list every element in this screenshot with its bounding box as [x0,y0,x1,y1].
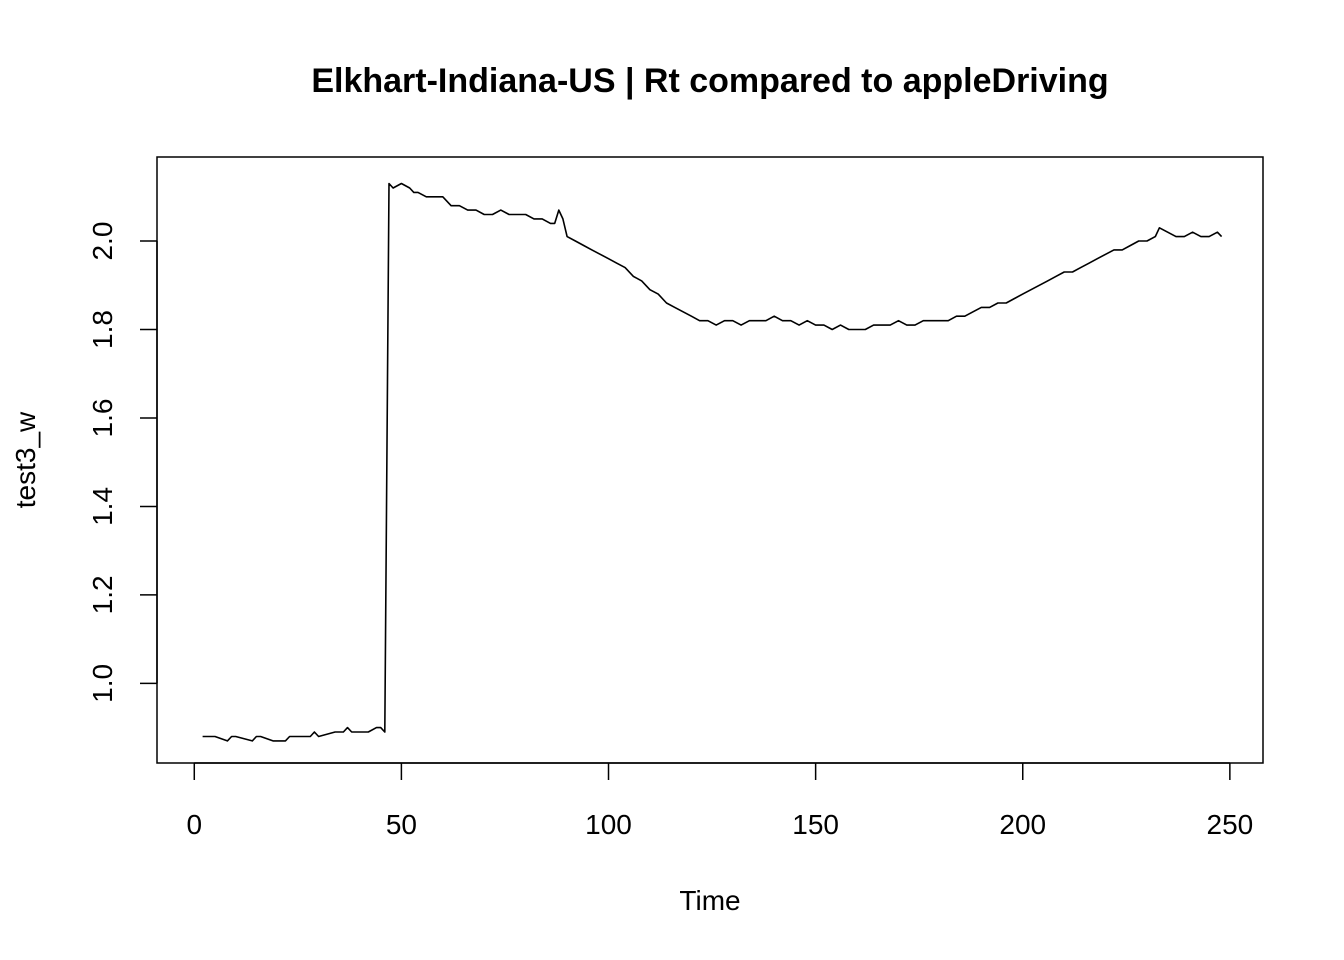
x-tick-label: 50 [386,809,417,840]
y-tick-label: 1.0 [87,664,118,703]
y-tick-label: 1.8 [87,310,118,349]
y-tick-label: 1.4 [87,487,118,526]
x-tick-label: 0 [186,809,202,840]
y-tick-label: 1.6 [87,399,118,438]
x-tick-label: 150 [792,809,839,840]
series-line [202,182,1223,742]
y-tick-label: 2.0 [87,222,118,261]
x-tick-label: 200 [999,809,1046,840]
chart-title: Elkhart-Indiana-US | Rt compared to appl… [311,62,1108,100]
x-axis-label: Time [679,885,740,916]
x-tick-label: 250 [1207,809,1254,840]
plot-frame [156,156,1264,764]
y-axis: 1.0 1.2 1.4 1.6 1.8 2.0 [87,222,158,703]
y-axis-label: test3_w [10,411,41,508]
x-axis: 0 50 100 150 200 250 [186,762,1254,840]
data-points [202,183,1223,742]
x-tick-label: 100 [585,809,632,840]
y-tick-label: 1.2 [87,575,118,614]
